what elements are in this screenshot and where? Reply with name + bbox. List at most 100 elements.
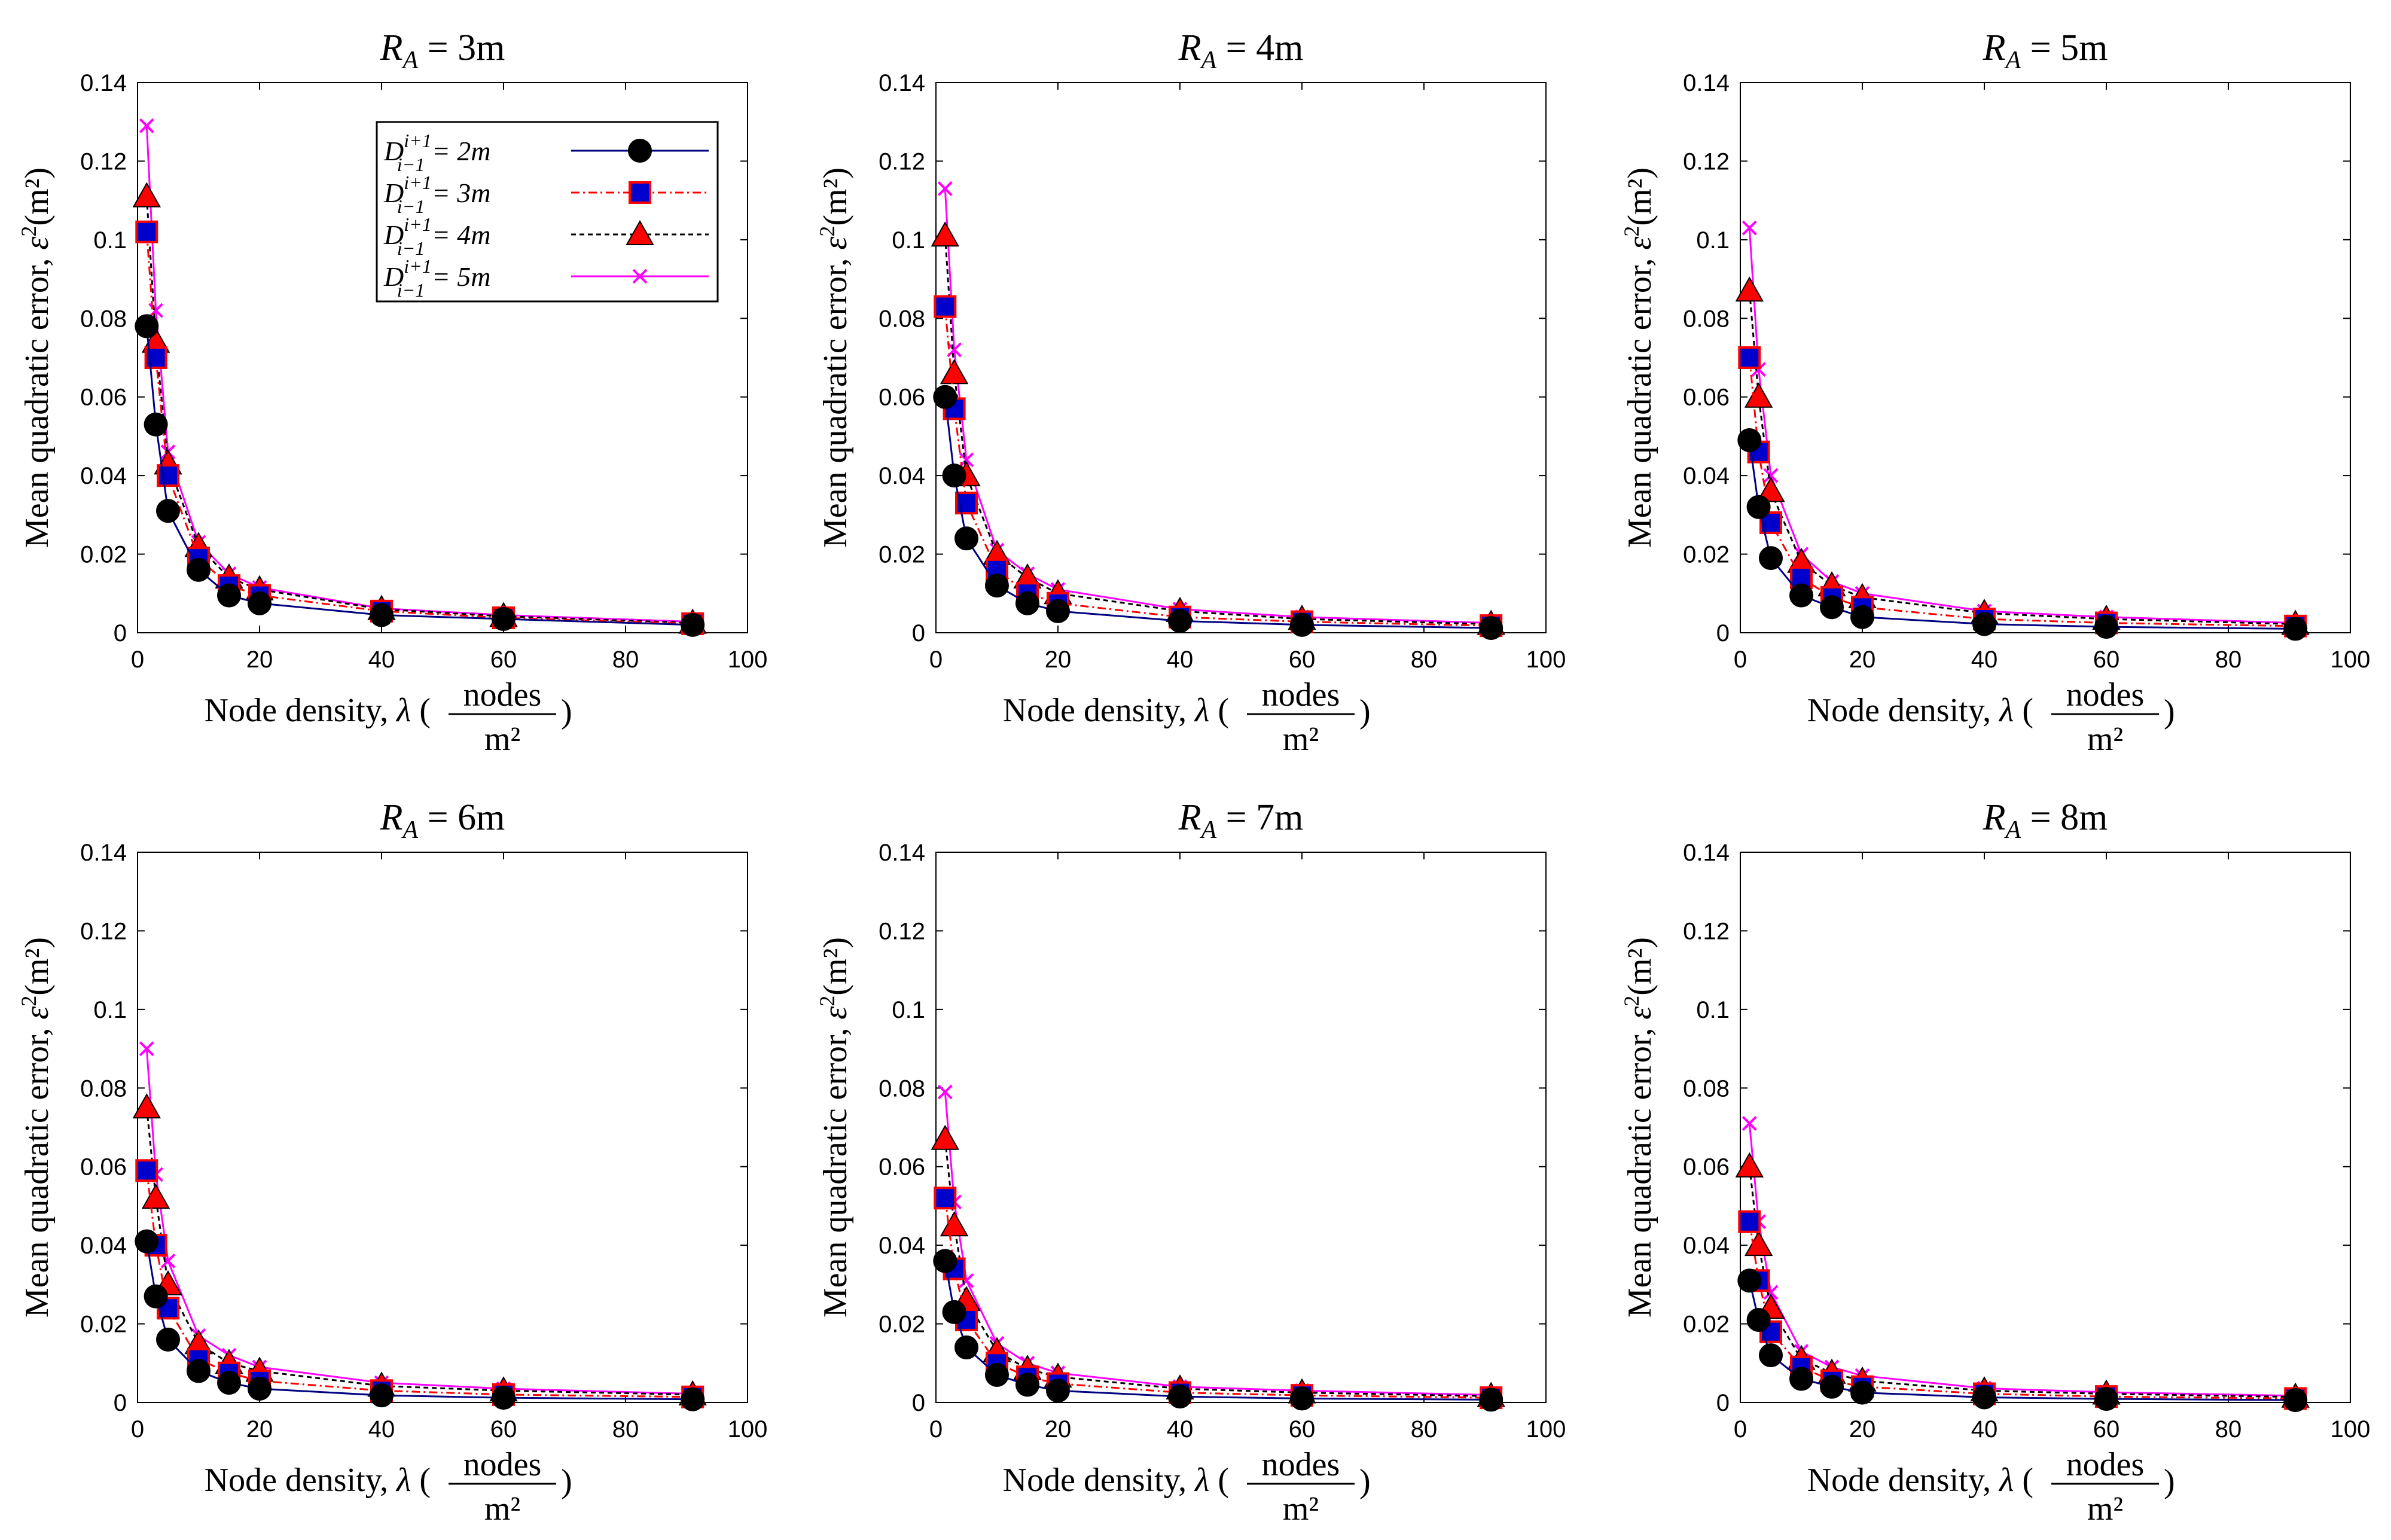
- data-point: [370, 603, 394, 627]
- x-tick-label: 40: [1167, 647, 1194, 673]
- chart-panel-3: RA = 5m 0 20 40 60 80 100 0 0.02 0.04 0.06 0.08 0.1 0…: [1620, 28, 2370, 758]
- y-tick-label: 0.04: [879, 1233, 925, 1259]
- y-tick-label: 0.12: [1683, 148, 1730, 175]
- y-tick-label: 0: [114, 1390, 127, 1416]
- data-point: [144, 412, 168, 437]
- x-tick-label: 40: [368, 1416, 395, 1443]
- x-axis-label: Node density, λ (: [1807, 1462, 2033, 1499]
- data-point: [139, 118, 154, 133]
- y-tick-label: 0.06: [80, 1154, 127, 1181]
- data-point: [2283, 617, 2308, 641]
- data-point: [370, 1383, 394, 1408]
- x-tick-label: 60: [1289, 1416, 1316, 1443]
- x-tick-label: 100: [2331, 647, 2371, 673]
- series-line: [944, 306, 1492, 627]
- x-tick-label: 20: [1045, 647, 1072, 673]
- data-point: [1763, 468, 1779, 483]
- data-point: [135, 314, 159, 339]
- data-point: [156, 1327, 180, 1352]
- chart-panel-6: RA = 8m 0 20 40 60 80 100 0 0.02 0.04 0.06 0.08 0.1 0…: [1620, 797, 2370, 1527]
- legend-label: Di+1 i−1 = 4m: [383, 214, 490, 259]
- x-tick-label: 0: [1734, 647, 1747, 673]
- x-axis-label-numerator: nodes: [463, 676, 542, 713]
- y-tick-label: 0.12: [879, 148, 925, 175]
- data-point: [144, 1284, 168, 1309]
- x-tick-label: 80: [2215, 647, 2242, 673]
- x-tick-label: 0: [131, 647, 144, 673]
- data-point: [1738, 1210, 1761, 1233]
- chart-panel-2: RA = 4m 0 20 40 60 80 100 0 0.02 0.04 0.06 0.08 0.1 0…: [815, 28, 1566, 758]
- x-axis-label-denominator: m²: [2087, 1490, 2123, 1527]
- x-tick-label: 100: [728, 1416, 768, 1443]
- data-point: [492, 1386, 516, 1410]
- x-axis-label-denominator: m²: [484, 721, 520, 758]
- data-point: [1046, 1379, 1070, 1403]
- data-point: [2094, 1387, 2118, 1411]
- data-point: [132, 182, 161, 208]
- x-tick-label: 40: [368, 647, 395, 673]
- x-axis-label-close: ): [561, 693, 572, 730]
- x-axis-label-denominator: m²: [484, 1490, 520, 1527]
- x-axis-label-close: ): [1359, 1463, 1371, 1500]
- data-point: [1168, 1385, 1192, 1409]
- data-point: [1972, 612, 1996, 636]
- x-axis-label-denominator: m²: [2087, 721, 2123, 758]
- data-point: [132, 1093, 161, 1119]
- x-tick-label: 100: [1526, 647, 1566, 673]
- data-point: [955, 492, 978, 515]
- legend-marker: [632, 269, 648, 284]
- y-tick-label: 0.02: [80, 542, 127, 568]
- x-axis-label: Node density, λ (: [205, 1462, 431, 1499]
- x-axis-label-close: ): [2164, 1463, 2175, 1500]
- x-tick-label: 0: [929, 647, 943, 673]
- y-tick-label: 0.14: [1683, 840, 1730, 866]
- chart-title: RA = 5m: [1983, 28, 2108, 74]
- x-axis-label-close: ): [2164, 693, 2175, 730]
- data-point: [217, 583, 241, 608]
- series-line: [944, 1139, 1492, 1397]
- x-axis-label-denominator: m²: [1283, 1490, 1319, 1527]
- chart-panel-5: RA = 7m 0 20 40 60 80 100 0 0.02 0.04 0.06 0.08 0.1 0…: [815, 797, 1566, 1527]
- x-tick-label: 40: [1971, 647, 1998, 673]
- data-point: [1756, 477, 1785, 502]
- x-tick-label: 60: [490, 647, 517, 673]
- data-point: [156, 499, 180, 523]
- y-tick-label: 0.04: [879, 463, 925, 489]
- data-point: [1479, 616, 1503, 641]
- y-axis-label: Mean quadratic error, ε2(m²): [1620, 167, 1658, 548]
- series-1: [1737, 428, 2308, 641]
- data-point: [937, 181, 953, 196]
- y-tick-label: 0.02: [1683, 1312, 1730, 1338]
- data-point: [187, 557, 211, 582]
- data-point: [1015, 591, 1039, 615]
- chart-title: RA = 6m: [380, 797, 505, 844]
- x-tick-label: 60: [490, 1416, 517, 1443]
- data-point: [985, 1363, 1009, 1387]
- data-point: [248, 1377, 272, 1401]
- x-axis-label-numerator: nodes: [463, 1446, 542, 1483]
- y-tick-label: 0.12: [879, 918, 925, 944]
- y-tick-label: 0.02: [879, 1312, 925, 1338]
- y-tick-label: 0: [1716, 1390, 1730, 1416]
- data-point: [681, 612, 705, 637]
- x-tick-label: 80: [2215, 1416, 2242, 1443]
- y-tick-label: 0.06: [879, 385, 925, 411]
- data-point: [135, 220, 158, 243]
- data-point: [937, 1084, 953, 1100]
- y-tick-label: 0: [912, 1390, 925, 1416]
- legend-box: [376, 121, 719, 303]
- chart-title: RA = 4m: [1178, 28, 1304, 74]
- data-point: [1759, 1343, 1783, 1368]
- y-tick-label: 0.12: [80, 918, 127, 944]
- x-axis-label-denominator: m²: [1283, 721, 1319, 758]
- y-tick-label: 0: [912, 620, 925, 647]
- data-point: [141, 1184, 170, 1209]
- data-point: [2094, 615, 2118, 639]
- data-point: [940, 359, 969, 385]
- x-tick-label: 80: [612, 1416, 639, 1443]
- y-tick-label: 0.06: [80, 385, 127, 411]
- data-point: [1290, 612, 1314, 637]
- data-point: [1820, 595, 1844, 620]
- data-point: [1746, 495, 1771, 519]
- data-point: [954, 1335, 978, 1359]
